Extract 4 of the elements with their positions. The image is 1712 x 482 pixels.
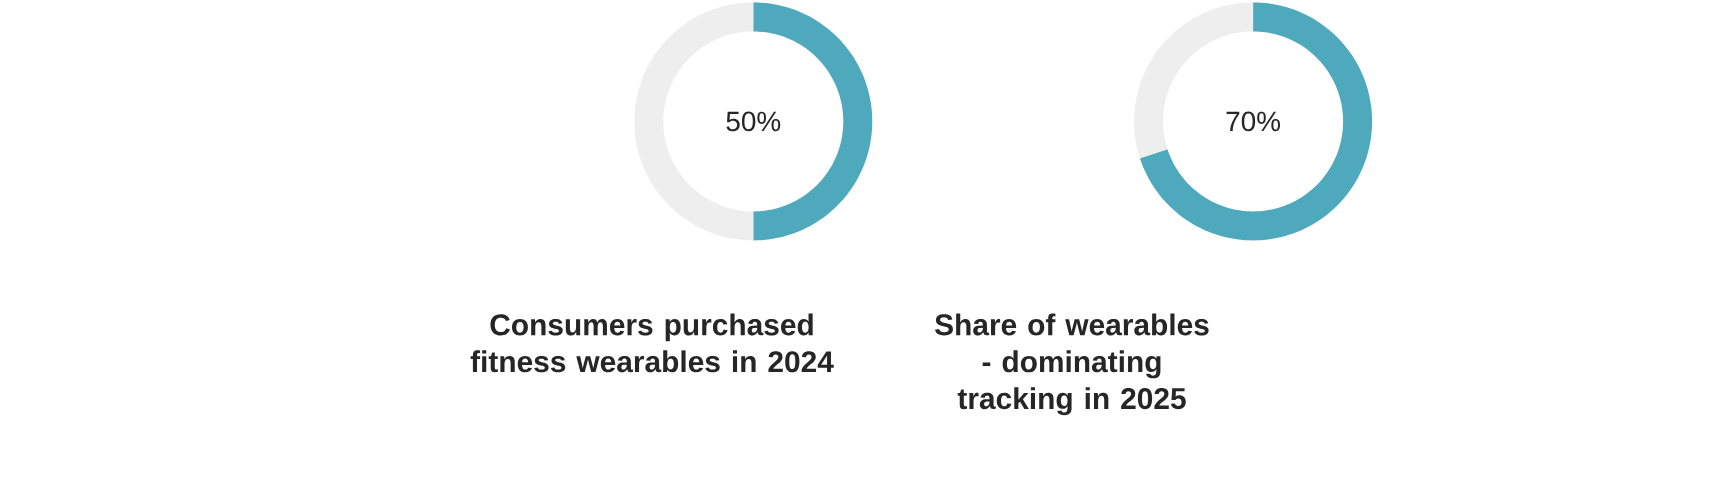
text: Share of wearables - dominating tracking in 2025 [934, 313, 1209, 416]
data-label: 70% [1226, 111, 1280, 132]
data-label: 50% [726, 111, 781, 132]
text: Consumers purchased fitness wearables in 2024 [470, 313, 834, 373]
